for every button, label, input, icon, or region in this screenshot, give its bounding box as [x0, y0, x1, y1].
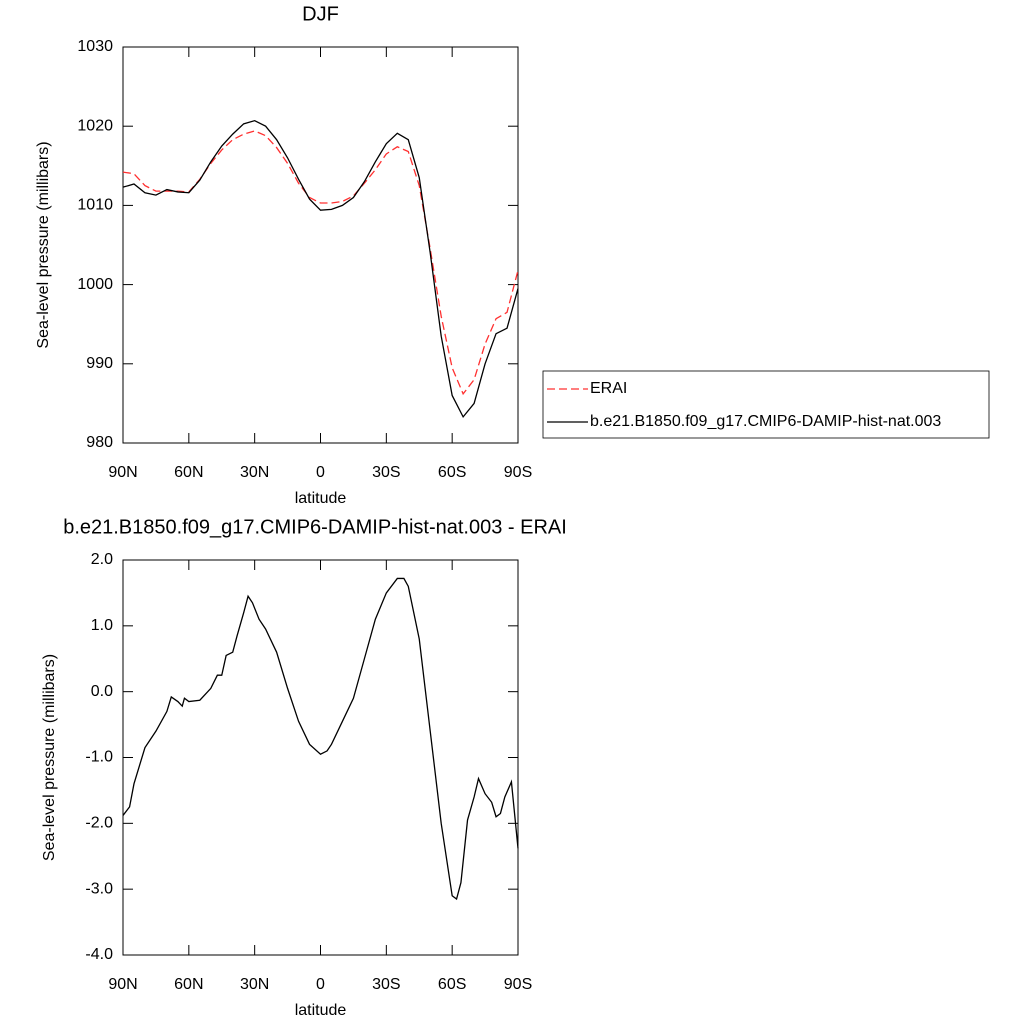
- x-tick-label: 0: [316, 464, 325, 481]
- chart-title: DJF: [302, 3, 339, 25]
- x-tick-label: 90S: [504, 464, 532, 481]
- y-tick-label: 990: [86, 355, 113, 372]
- legend-label: b.e21.B1850.f09_g17.CMIP6-DAMIP-hist-nat…: [590, 413, 941, 430]
- x-tick-label: 90N: [108, 464, 137, 481]
- y-tick-label: -2.0: [85, 815, 113, 832]
- y-tick-label: 2.0: [91, 551, 113, 568]
- x-tick-label: 30S: [372, 976, 400, 993]
- x-tick-label: 60N: [174, 976, 203, 993]
- y-tick-label: 1000: [77, 276, 113, 293]
- x-tick-label: 60S: [438, 976, 466, 993]
- x-axis-label: latitude: [295, 1002, 347, 1019]
- x-tick-label: 30N: [240, 976, 269, 993]
- x-tick-label: 0: [316, 976, 325, 993]
- legend-label: ERAI: [590, 380, 627, 397]
- x-axis-label: latitude: [295, 490, 347, 507]
- plot-frame: [122, 559, 519, 956]
- y-tick-label: 980: [86, 434, 113, 451]
- line-series: [122, 130, 519, 396]
- y-tick-label: -3.0: [85, 880, 113, 897]
- x-tick-label: 30S: [372, 464, 400, 481]
- y-tick-label: -4.0: [85, 946, 113, 963]
- line-series: [122, 119, 519, 419]
- y-tick-label: -1.0: [85, 749, 113, 766]
- x-tick-label: 30N: [240, 464, 269, 481]
- y-tick-label: 1010: [77, 197, 113, 214]
- y-axis-label: Sea-level pressure (millibars): [35, 141, 52, 348]
- line-series: [122, 577, 519, 901]
- y-tick-label: 1030: [77, 38, 113, 55]
- chart-title: b.e21.B1850.f09_g17.CMIP6-DAMIP-hist-nat…: [63, 516, 567, 538]
- y-tick-label: 1020: [77, 117, 113, 134]
- x-tick-label: 90N: [108, 976, 137, 993]
- y-tick-label: 0.0: [91, 683, 113, 700]
- x-tick-label: 90S: [504, 976, 532, 993]
- legend-box: [542, 370, 990, 439]
- y-tick-label: 1.0: [91, 617, 113, 634]
- x-tick-label: 60N: [174, 464, 203, 481]
- y-axis-label: Sea-level pressure (millibars): [41, 654, 58, 861]
- x-tick-label: 60S: [438, 464, 466, 481]
